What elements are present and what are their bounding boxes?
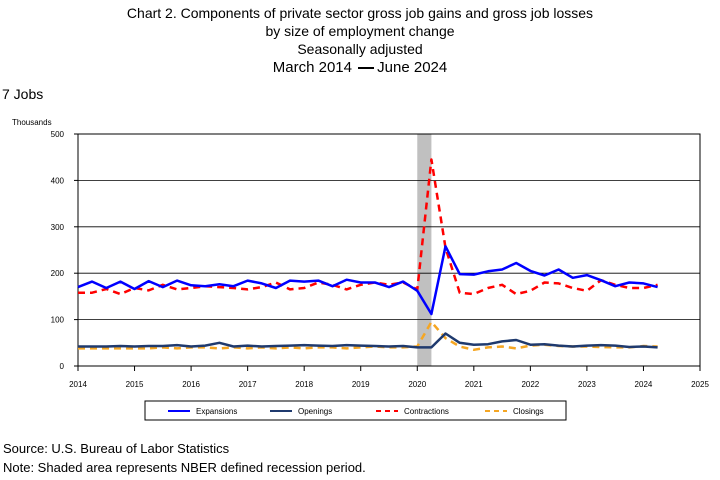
x-tick-label: 2020: [408, 380, 426, 389]
x-tick-label: 2018: [295, 380, 313, 389]
y-tick-label: 0: [60, 362, 65, 371]
legend-label-openings: Openings: [298, 407, 332, 416]
x-tick-label: 2017: [239, 380, 257, 389]
x-tick-label: 2015: [126, 380, 144, 389]
y-tick-label: 100: [51, 316, 65, 325]
chart-title-block: Chart 2. Components of private sector gr…: [0, 4, 720, 78]
chart-title-line-3: Seasonally adjusted: [297, 41, 423, 57]
x-tick-label: 2021: [465, 380, 483, 389]
y-axis-unit-label: Thousands: [12, 118, 52, 127]
note-text: Note: Shaded area represents NBER define…: [3, 460, 366, 475]
x-tick-label: 2014: [69, 380, 87, 389]
x-tick-label: 2022: [521, 380, 539, 389]
legend-label-expansions: Expansions: [196, 407, 237, 416]
chart-period: March 2014 June 2024: [0, 58, 720, 78]
legend-label-closings: Closings: [513, 407, 544, 416]
series-line-expansions: [77, 245, 658, 316]
x-tick-label: 2023: [578, 380, 596, 389]
period-end: June 2024: [377, 59, 448, 76]
legend-box: [144, 400, 567, 421]
source-text: Source: U.S. Bureau of Labor Statistics: [3, 441, 230, 456]
y-tick-label: 400: [51, 176, 65, 185]
x-tick-label: 2019: [352, 380, 370, 389]
y-tick-label: 300: [51, 223, 65, 232]
legend-label-contractions: Contractions: [404, 407, 449, 416]
x-tick-label: 2016: [182, 380, 200, 389]
period-dash: [358, 67, 375, 70]
chart-title-line-2: by size of employment change: [265, 23, 455, 39]
y-tick-label: 200: [51, 269, 65, 278]
plot-frame: [77, 133, 701, 367]
chart-title-line-1: Chart 2. Components of private sector gr…: [126, 5, 594, 21]
period-start: March 2014: [272, 59, 352, 76]
chart-subheading: 7 Jobs: [2, 86, 44, 102]
y-tick-label: 500: [51, 130, 65, 139]
x-tick-label: 2025: [691, 380, 709, 389]
series-line-openings: [78, 332, 658, 349]
x-tick-label: 2024: [635, 380, 653, 389]
